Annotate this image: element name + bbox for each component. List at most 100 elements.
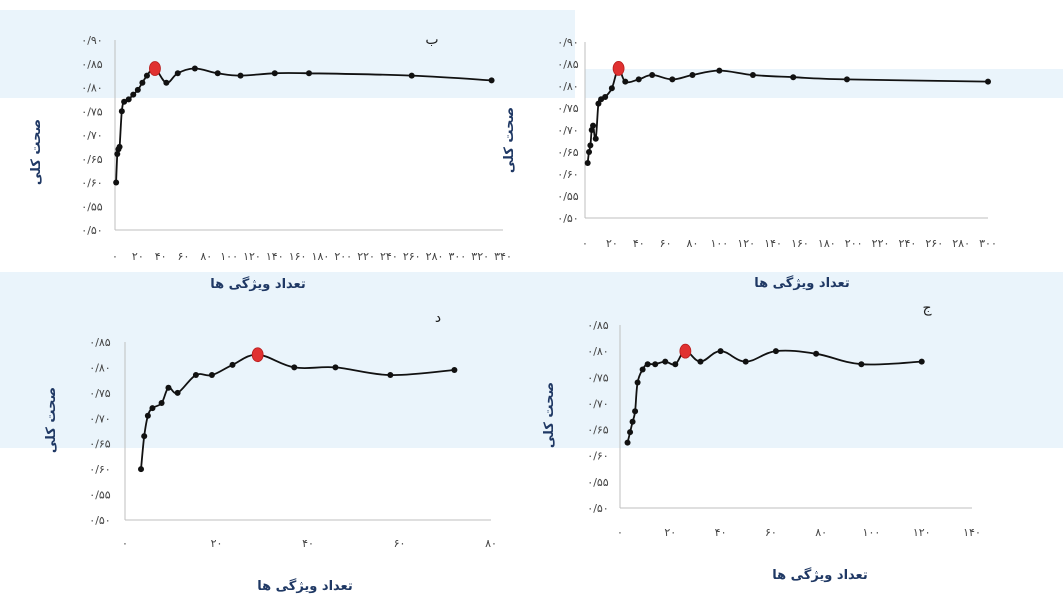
data-point: [451, 366, 458, 373]
data-point: [697, 358, 704, 365]
data-point: [158, 400, 165, 407]
y-tick-label: ۰/۶۵: [557, 146, 579, 159]
data-point: [858, 361, 865, 368]
x-tick-label: ۴۰: [715, 526, 727, 539]
x-tick-label: ۲۰: [211, 537, 223, 550]
y-tick-label: ۰/۷۵: [557, 102, 579, 115]
data-point: [174, 389, 181, 396]
data-point: [488, 77, 495, 84]
y-tick-label: ۰/۶۰: [557, 168, 578, 181]
y-tick-label: ۰/۹۰: [81, 34, 102, 47]
y-tick-label: ۰/۵۰: [557, 212, 578, 225]
x-tick-label: ۴۰: [302, 537, 314, 550]
y-tick-label: ۰/۵۵: [89, 489, 111, 502]
x-tick-label: ۰: [112, 250, 118, 263]
data-point: [408, 72, 415, 79]
x-tick-label: ۱۸۰: [312, 250, 330, 263]
data-point: [608, 85, 615, 92]
data-point: [139, 79, 146, 86]
data-point: [813, 350, 820, 357]
y-tick-label: ۰/۸۰: [89, 361, 110, 374]
data-point: [165, 384, 172, 391]
x-tick-label: ۰: [582, 237, 588, 250]
data-point: [332, 364, 339, 371]
x-tick-label: ۸۰: [485, 537, 497, 550]
x-tick-label: ۱۴۰: [764, 237, 782, 250]
data-point: [237, 72, 244, 79]
background-band-top: [0, 10, 575, 98]
y-tick-label: ۰/۵۰: [81, 224, 102, 237]
data-point: [624, 439, 631, 446]
y-tick-label: ۰/۶۰: [81, 177, 102, 190]
y-tick-label: ۰/۷۵: [587, 371, 609, 384]
data-point: [669, 76, 676, 83]
x-tick-label: ۲۴۰: [899, 237, 917, 250]
data-point: [749, 72, 756, 78]
y-axis-title: صحت کلی: [502, 107, 517, 173]
x-tick-label: ۰: [617, 526, 623, 539]
background-band-top-right: [585, 69, 1063, 98]
data-point: [118, 108, 125, 115]
x-tick-label: ۱۲۰: [913, 526, 931, 539]
y-tick-label: ۰/۷۰: [557, 124, 578, 137]
data-point: [208, 372, 215, 379]
data-point: [113, 179, 120, 186]
data-point: [634, 379, 641, 386]
background-band-mid: [0, 272, 1063, 448]
data-point: [602, 94, 609, 100]
x-tick-label: ۶۰: [765, 526, 777, 539]
x-tick-label: ۰: [122, 537, 128, 550]
y-tick-label: ۰/۸۰: [81, 82, 102, 95]
x-tick-label: ۳۲۰: [471, 250, 489, 263]
x-tick-label: ۲۰۰: [845, 237, 863, 250]
max-accuracy-point: [251, 347, 264, 363]
x-tick-label: ۸۰: [200, 250, 212, 263]
x-tick-label: ۸۰: [687, 237, 699, 250]
data-point: [114, 151, 121, 157]
x-tick-label: ۴۰: [155, 250, 167, 263]
x-axis-title: تعداد ویژگی ها: [257, 578, 353, 594]
x-tick-label: ۲۰: [132, 250, 144, 263]
x-tick-label: ۶۰: [178, 250, 190, 263]
data-point: [672, 361, 679, 368]
max-accuracy-point: [612, 61, 625, 76]
data-point: [772, 348, 779, 355]
x-tick-label: ۲۴۰: [380, 250, 398, 263]
x-axis-title: تعداد ویژگی ها: [754, 275, 850, 291]
data-point: [306, 70, 312, 77]
y-tick-label: ۰/۵۰: [89, 514, 110, 527]
data-point: [584, 160, 591, 166]
data-point: [629, 418, 636, 425]
y-tick-label: ۰/۸۵: [587, 319, 609, 332]
data-point: [644, 361, 651, 368]
data-point: [163, 79, 170, 86]
x-tick-label: ۲۲۰: [357, 250, 375, 263]
y-axis-title: صحت کلی: [44, 387, 59, 453]
x-tick-label: ۲۸۰: [426, 250, 444, 263]
y-tick-label: ۰/۷۰: [81, 129, 102, 142]
x-tick-label: ۶۰: [660, 237, 672, 250]
x-tick-label: ۱۶۰: [289, 250, 307, 263]
x-tick-label: ۸۰: [815, 526, 827, 539]
x-axis-title: تعداد ویژگی ها: [210, 276, 306, 292]
data-point: [635, 76, 642, 83]
data-point: [587, 142, 594, 149]
y-tick-label: ۰/۸۰: [557, 80, 578, 93]
x-tick-label: ۲۲۰: [872, 237, 890, 250]
y-tick-label: ۰/۷۰: [587, 397, 608, 410]
data-point: [149, 405, 156, 412]
y-tick-label: ۰/۵۵: [587, 476, 609, 489]
x-tick-label: ۳۰۰: [979, 237, 997, 250]
y-tick-label: ۰/۵۵: [81, 200, 103, 213]
x-tick-label: ۲۶۰: [403, 250, 421, 263]
x-tick-label: ۲۶۰: [925, 237, 943, 250]
data-point: [387, 372, 394, 379]
y-tick-label: ۰/۷۰: [89, 412, 110, 425]
series-line: [586, 67, 989, 164]
data-point: [632, 408, 639, 415]
y-tick-label: ۰/۹۰: [557, 36, 578, 49]
data-point: [716, 67, 723, 74]
max-accuracy-point: [149, 61, 161, 76]
x-tick-label: ۳۰۰: [448, 250, 466, 263]
